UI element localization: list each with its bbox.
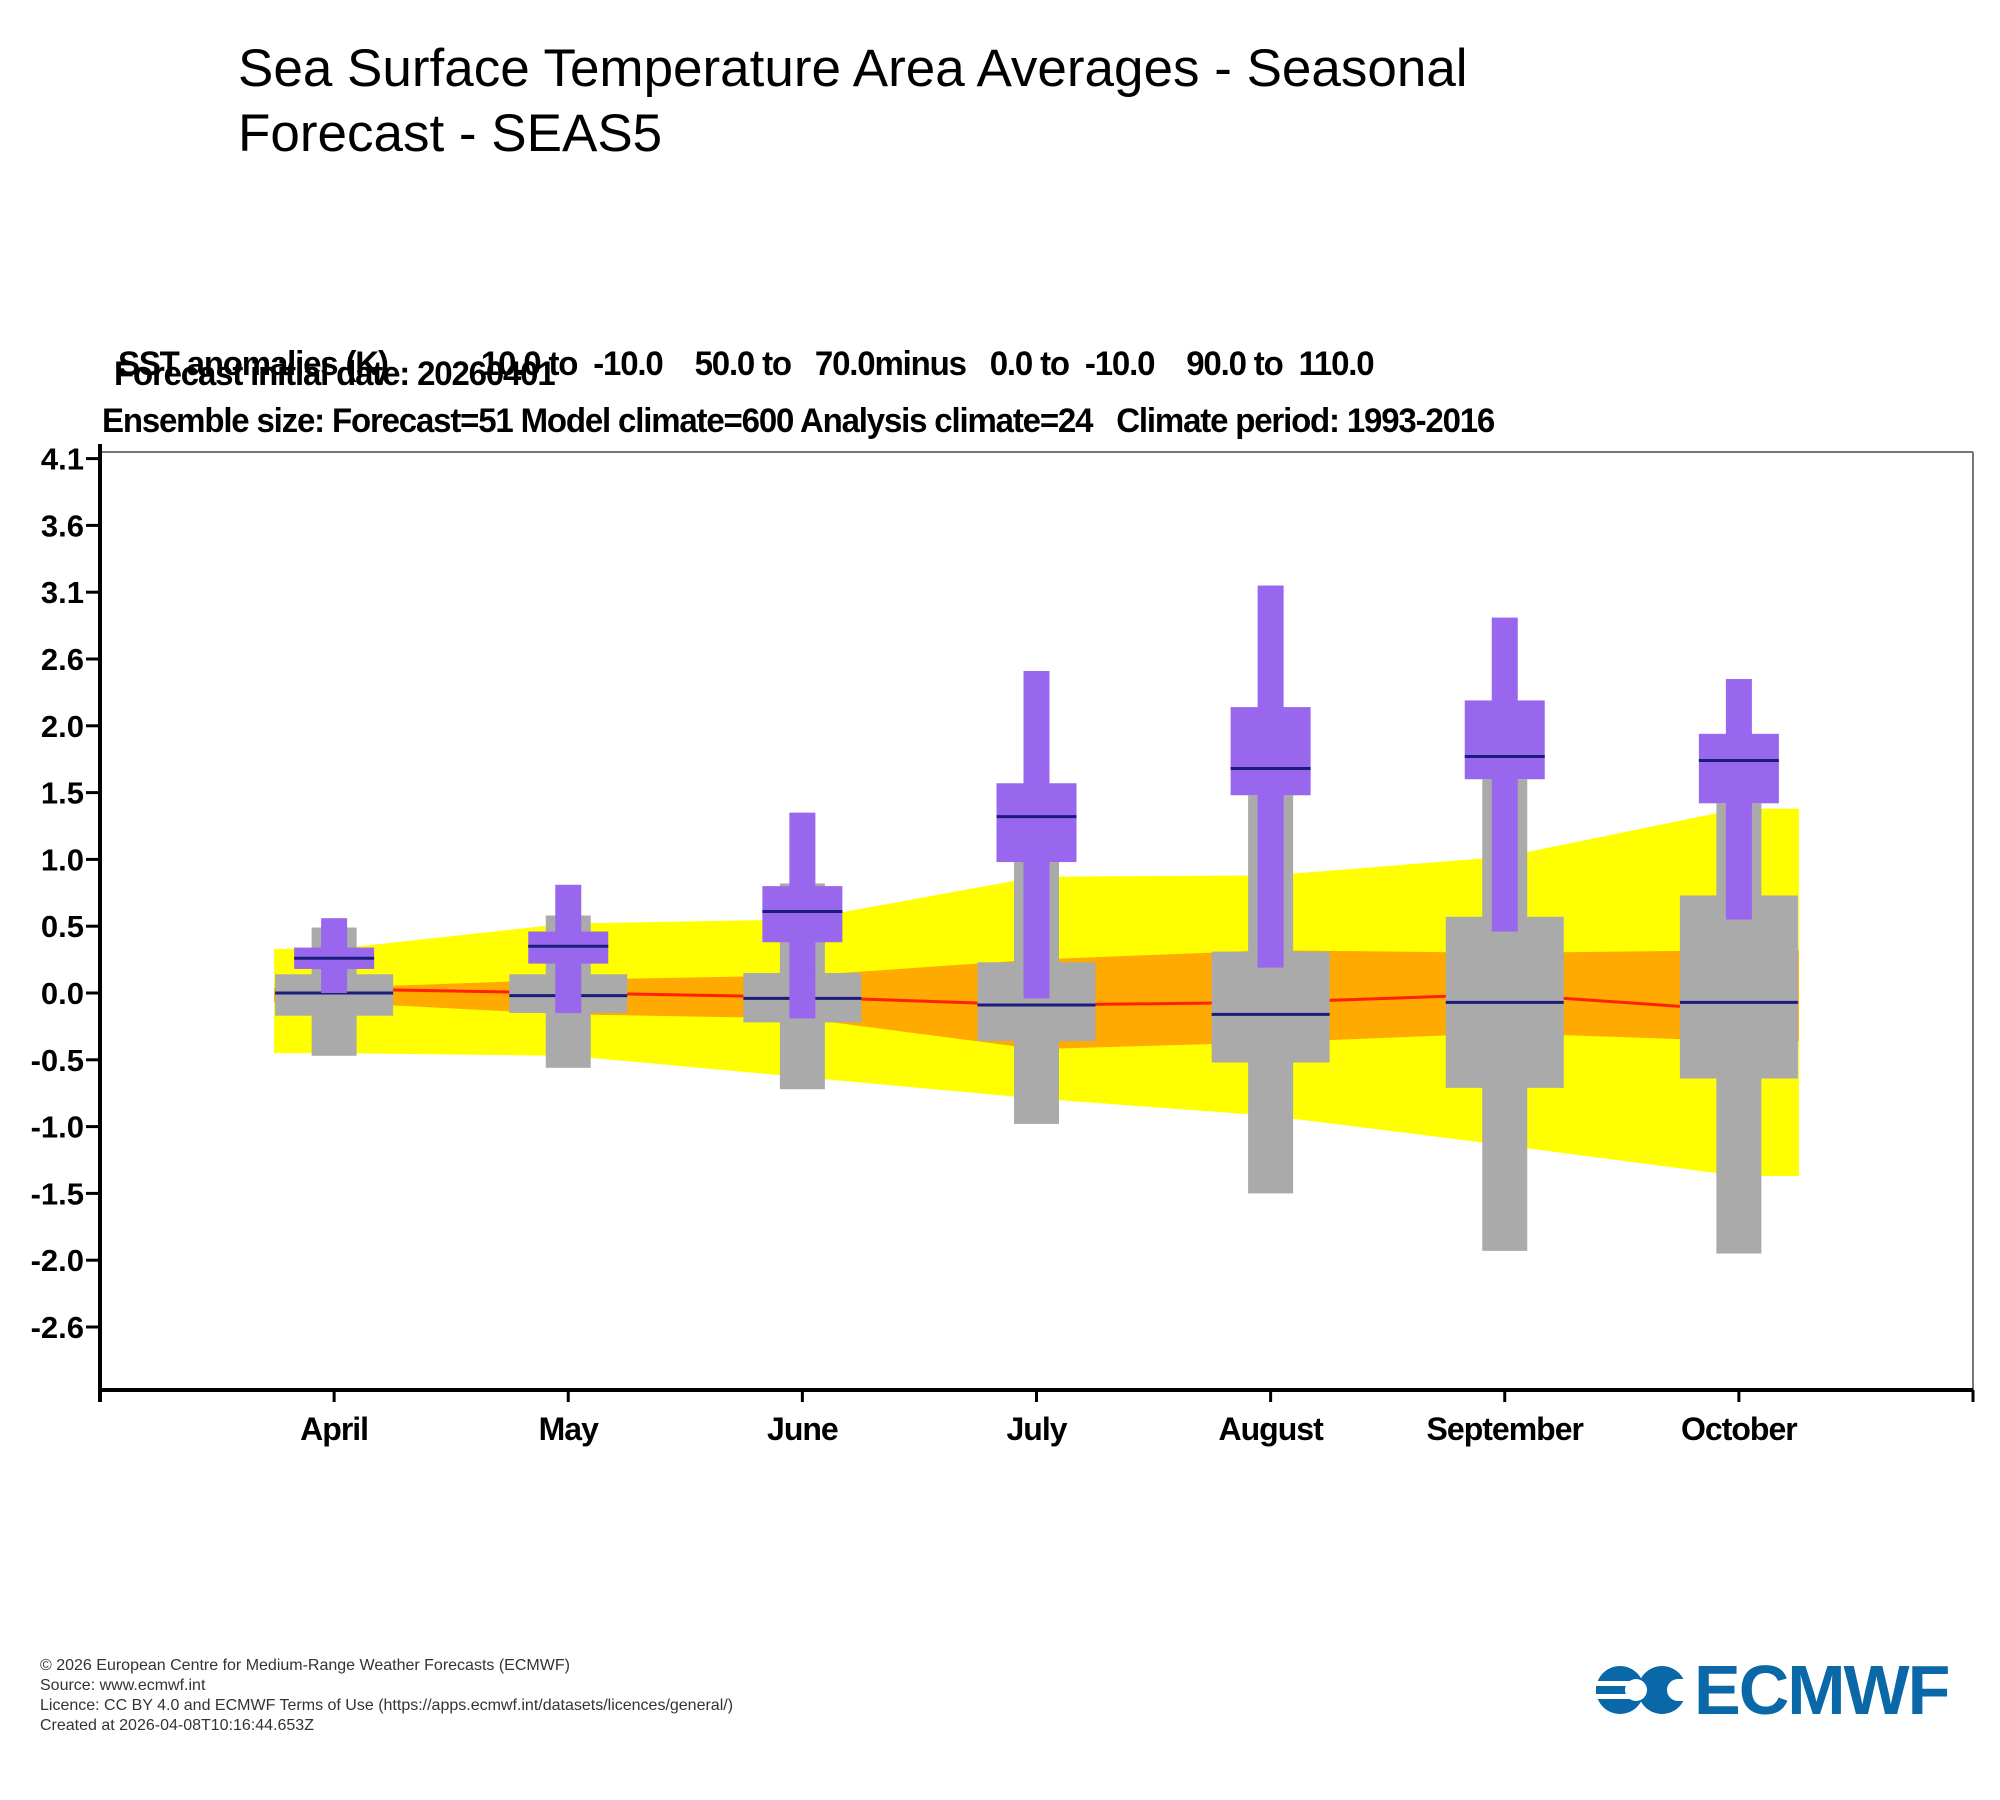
region-label: 10.0 to -10.0 50.0 to 70.0minus 0.0 to -…: [480, 345, 1375, 383]
y-tick-label: -2.0: [31, 1243, 84, 1278]
chart-title: Sea Surface Temperature Area Averages - …: [238, 36, 1638, 166]
y-tick-label: 3.6: [41, 508, 84, 543]
footer-source: Source: www.ecmwf.int: [40, 1677, 206, 1694]
y-tick-label: -2.6: [31, 1310, 84, 1345]
y-tick-label: 2.0: [41, 709, 84, 744]
y-tick-label: 1.0: [41, 842, 84, 877]
forecast-box-box: [1698, 733, 1779, 804]
forecast-box-april: [294, 918, 375, 993]
header-line-variable: SST anomalies (K) 10.0 to -10.0 50.0 to 7…: [102, 306, 1375, 384]
forecast-box-august: [1230, 585, 1311, 968]
box-plots: [275, 585, 1798, 1254]
x-tick-label: June: [767, 1411, 838, 1447]
forecast-box-june: [762, 812, 843, 1019]
ecmwf-logo-text: ECMWF: [1694, 1651, 1950, 1729]
model-climate-box-august: [1211, 795, 1330, 1194]
model-climate-box-box: [1211, 951, 1330, 1063]
model-climate-box-october: [1679, 803, 1798, 1254]
ecmwf-logo: ECMWF: [1596, 1651, 1976, 1729]
forecast-box-box: [1230, 707, 1311, 796]
x-tick-label: April: [300, 1411, 368, 1447]
variable-label: SST anomalies (K): [118, 345, 389, 383]
forecast-box-october: [1698, 679, 1779, 920]
x-tick-label: August: [1219, 1411, 1325, 1447]
y-tick-label: -0.5: [31, 1043, 84, 1078]
title-line-1: Sea Surface Temperature Area Averages - …: [238, 39, 1468, 98]
model-climate-box-september: [1445, 779, 1564, 1251]
y-tick-label: 0.0: [41, 976, 84, 1011]
forecast-box-may: [528, 884, 609, 1014]
footer-created: Created at 2026-04-08T10:16:44.653Z: [40, 1717, 314, 1734]
footer: © 2026 European Centre for Medium-Range …: [40, 1656, 733, 1736]
y-tick-label: 2.6: [41, 642, 84, 677]
y-tick-label: 1.5: [41, 776, 84, 811]
forecast-box-july: [996, 671, 1077, 999]
x-tick-label: July: [1006, 1411, 1067, 1447]
header-line-initial-date: Forecast initial date: 20260401: [114, 355, 556, 393]
y-tick-label: -1.5: [31, 1176, 84, 1211]
y-tick-label: -1.0: [31, 1110, 84, 1145]
x-tick-label: September: [1427, 1411, 1584, 1447]
y-tick-label: 3.1: [41, 575, 84, 610]
forecast-box-september: [1464, 617, 1545, 932]
forecast-box-box: [1464, 700, 1545, 780]
axes: 4.1 3.6 3.1 2.6 2.0 1.5 1.0 0.5 0.0 -0.5 -1.0 -1.5 -…: [31, 442, 1975, 1447]
footer-copyright: © 2026 European Centre for Medium-Range …: [40, 1657, 570, 1674]
x-tick-label: October: [1681, 1411, 1797, 1447]
footer-licence: Licence: CC BY 4.0 and ECMWF Terms of Us…: [40, 1697, 734, 1714]
x-tick-label: May: [539, 1411, 599, 1447]
title-line-2: Forecast - SEAS5: [238, 104, 663, 163]
y-tick-label: 0.5: [41, 909, 84, 944]
ecmwf-logo-icon: [1596, 1666, 1690, 1714]
y-tick-label: 4.1: [41, 442, 84, 477]
forecast-box-box: [762, 886, 843, 943]
forecast-box-box: [996, 783, 1077, 863]
model-climate-box-box: [1679, 895, 1798, 1079]
header-line-ensemble: Ensemble size: Forecast=51 Model climate…: [102, 402, 1495, 440]
